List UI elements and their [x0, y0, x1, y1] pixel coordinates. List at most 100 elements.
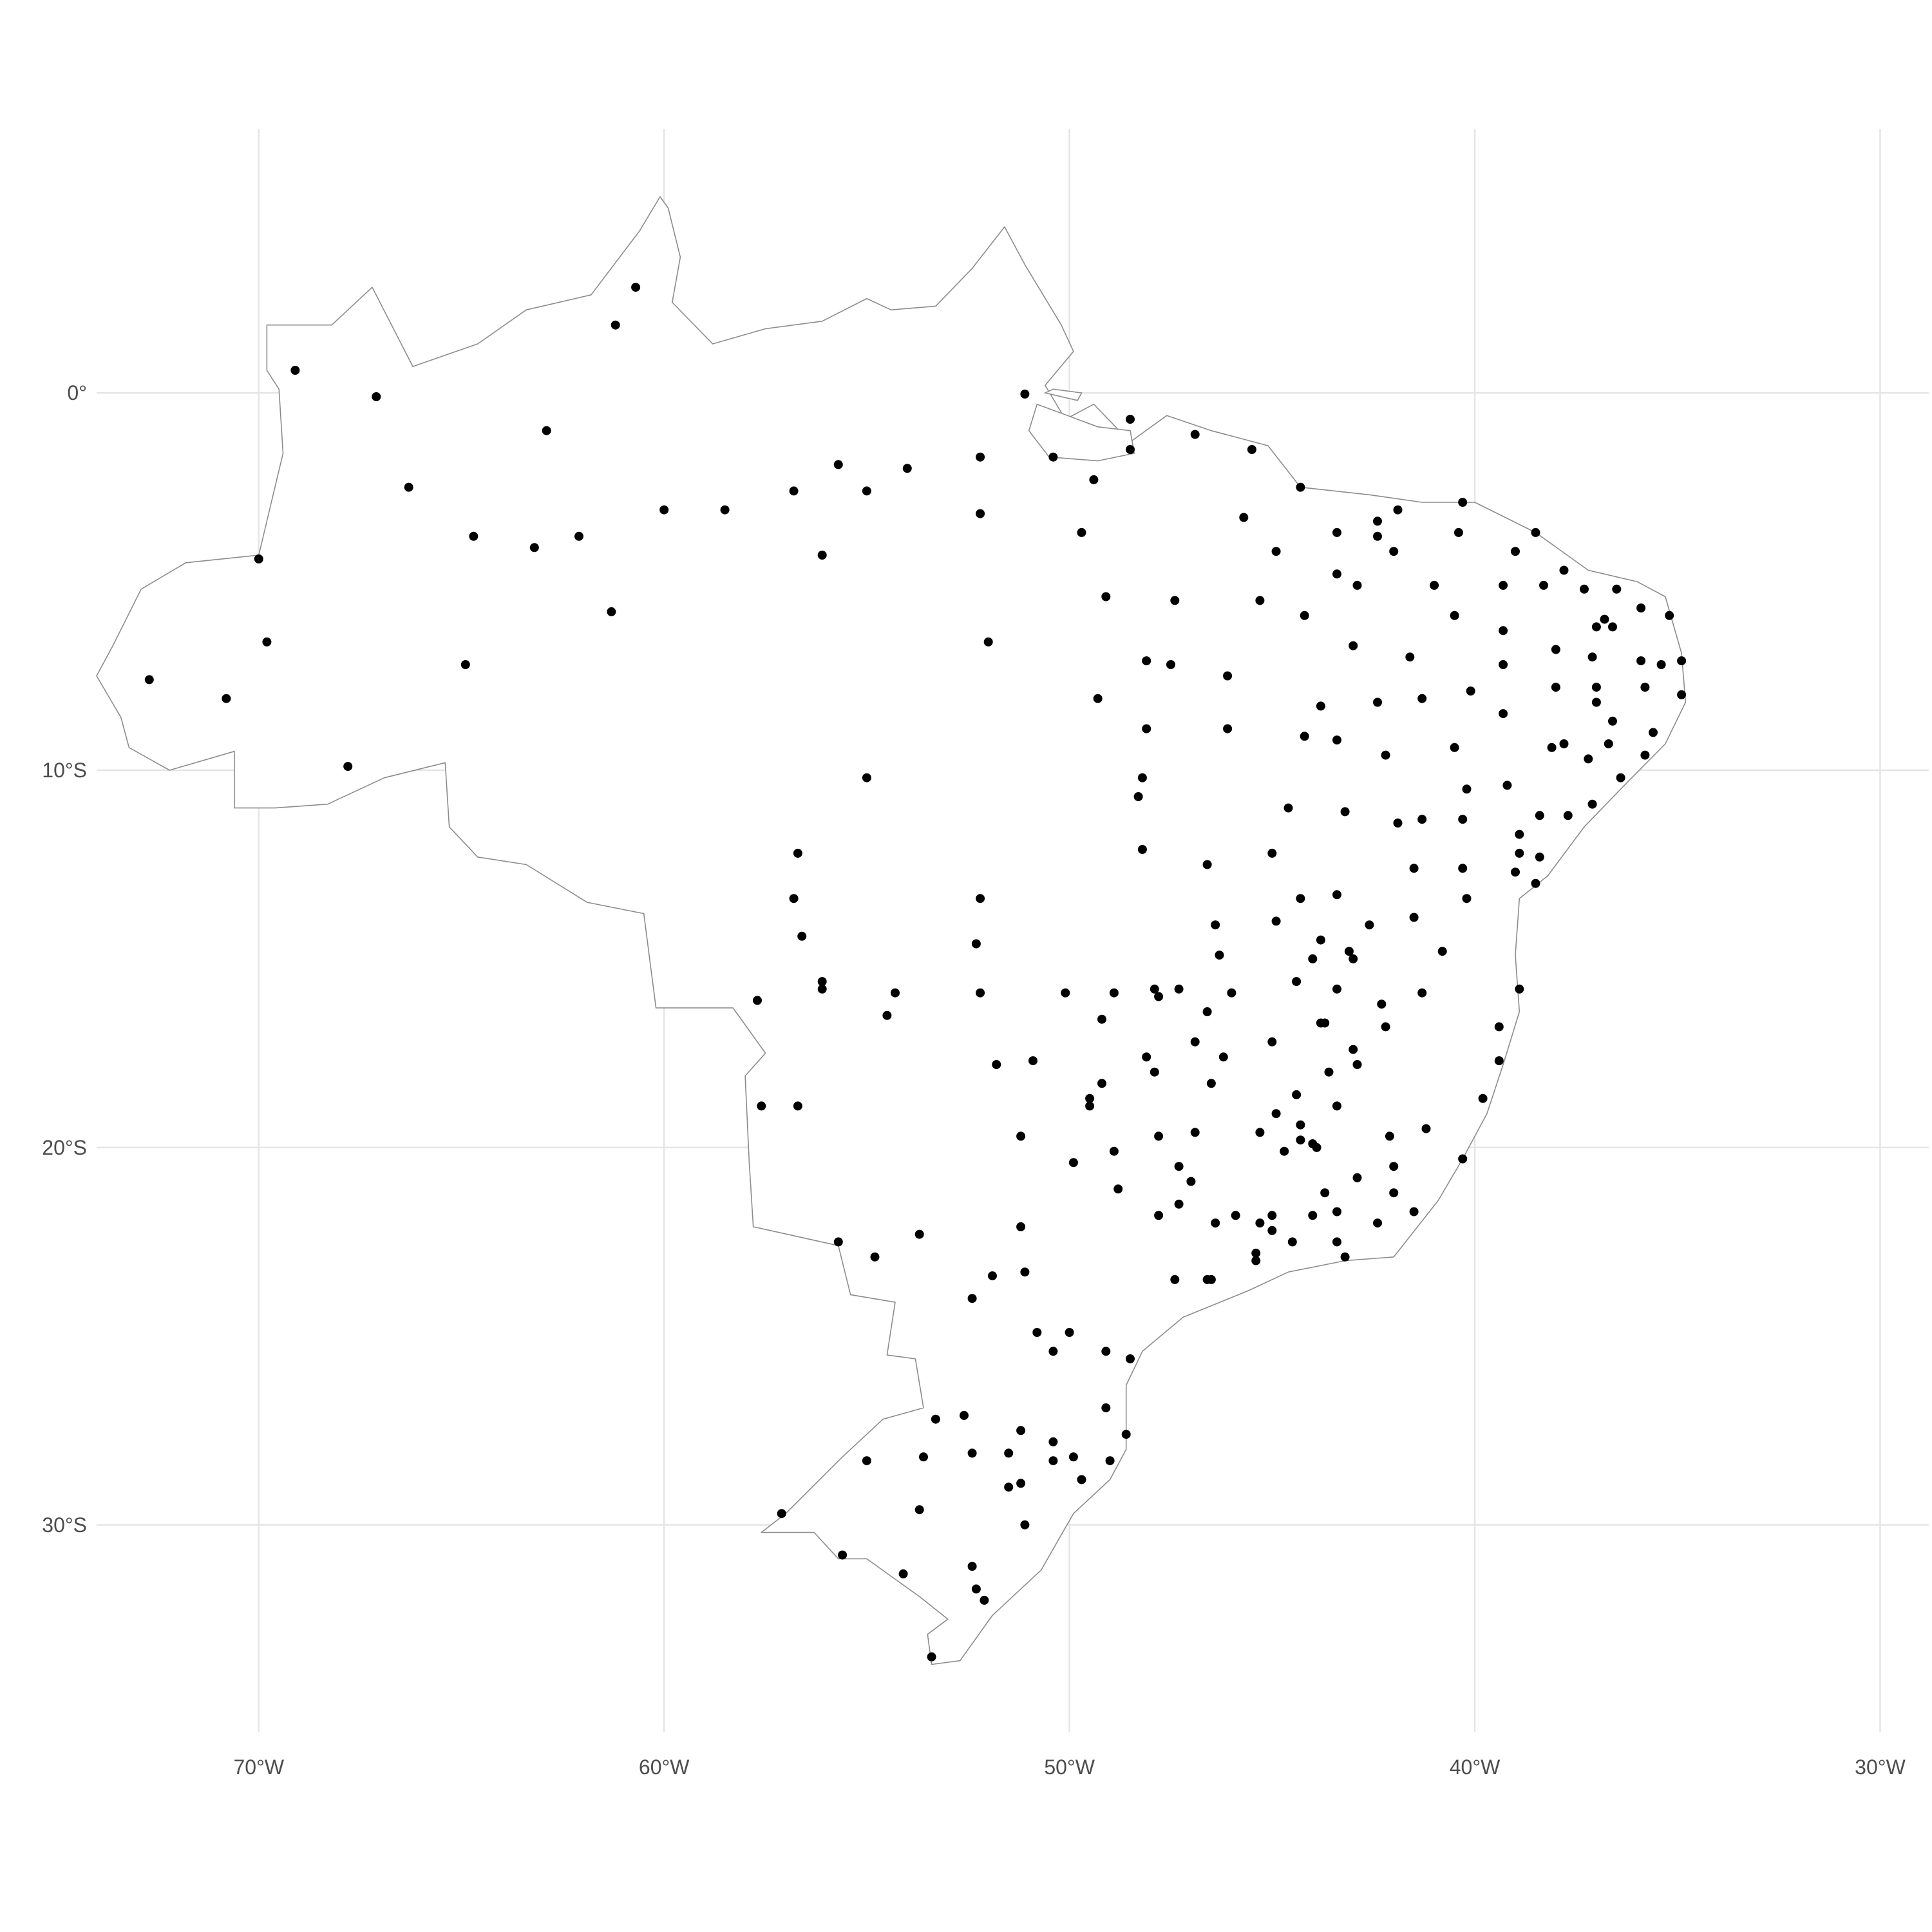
station-point	[1515, 984, 1524, 994]
station-point	[898, 1569, 908, 1578]
station-point	[1170, 596, 1180, 605]
station-point	[1028, 1056, 1037, 1066]
station-point	[1316, 1018, 1325, 1028]
station-point	[1016, 1479, 1026, 1488]
station-point	[1133, 792, 1143, 801]
station-point	[1190, 430, 1200, 439]
station-point	[777, 1509, 786, 1519]
station-point	[1206, 1079, 1216, 1088]
station-point	[1255, 1218, 1265, 1228]
station-point	[1608, 622, 1617, 632]
station-point	[1591, 697, 1601, 707]
station-point	[1640, 683, 1650, 692]
station-point	[1324, 1067, 1334, 1077]
station-point	[1458, 864, 1468, 873]
latitude-tick-label: 10°S	[42, 759, 87, 782]
station-point	[1458, 498, 1468, 507]
station-point	[1126, 445, 1135, 454]
station-point	[1300, 611, 1309, 620]
station-point	[1247, 445, 1256, 454]
station-point	[1494, 1022, 1504, 1032]
station-point	[1316, 701, 1325, 711]
station-point	[1097, 1079, 1106, 1088]
station-point	[1499, 626, 1508, 636]
station-point	[1377, 999, 1387, 1009]
latitude-tick-labels: 0° 10°S 20°S 30°S	[42, 381, 87, 1537]
station-point	[1068, 1158, 1078, 1168]
station-point	[1085, 1101, 1095, 1111]
station-point	[1154, 1211, 1164, 1220]
station-point	[1267, 848, 1277, 858]
station-point	[290, 366, 300, 375]
station-point	[1608, 716, 1617, 726]
station-point	[1539, 580, 1548, 590]
station-point	[1373, 697, 1382, 707]
station-point	[1450, 611, 1459, 620]
station-point	[927, 1652, 936, 1662]
station-point	[1267, 1226, 1277, 1235]
station-point	[1417, 815, 1427, 824]
station-point	[1267, 1211, 1277, 1220]
station-point	[1068, 1452, 1078, 1462]
station-point	[1142, 724, 1151, 734]
station-point	[988, 1271, 997, 1281]
station-point	[1551, 683, 1560, 692]
station-point	[1584, 754, 1593, 764]
station-point	[469, 531, 478, 541]
station-point	[144, 675, 154, 685]
station-point	[1531, 878, 1540, 888]
longitude-tick-label: 40°W	[1450, 1756, 1501, 1779]
station-point	[1296, 1135, 1305, 1145]
station-point	[757, 1101, 766, 1111]
station-point	[631, 283, 641, 292]
station-point	[1016, 1132, 1026, 1141]
station-point	[967, 1294, 977, 1303]
station-point	[1332, 1207, 1341, 1217]
station-point	[372, 392, 381, 401]
station-point	[1340, 807, 1350, 817]
station-point	[1097, 1014, 1106, 1024]
station-point	[1296, 1120, 1305, 1130]
station-point	[1349, 1045, 1358, 1054]
station-point	[1409, 1207, 1419, 1217]
station-point	[659, 505, 669, 515]
station-point	[1048, 1456, 1058, 1466]
station-point	[1332, 527, 1341, 537]
station-point	[1004, 1448, 1014, 1458]
station-point	[1016, 1426, 1026, 1435]
station-point	[914, 1505, 924, 1515]
station-point	[971, 1584, 981, 1594]
station-point	[1340, 1252, 1350, 1262]
station-point	[870, 1252, 880, 1262]
station-point	[1600, 614, 1609, 624]
station-point	[1109, 988, 1119, 998]
station-point	[460, 660, 470, 669]
station-point	[1048, 1437, 1058, 1446]
island-outline	[1028, 403, 1135, 462]
station-point	[1478, 1094, 1488, 1103]
station-point	[1137, 845, 1147, 854]
station-point	[1137, 773, 1147, 782]
brazil-outline	[96, 196, 1687, 1665]
station-point	[833, 460, 843, 469]
station-point	[1502, 781, 1512, 790]
station-point	[720, 505, 730, 515]
station-point	[1251, 1248, 1261, 1258]
station-point	[1190, 1037, 1200, 1046]
station-point	[1580, 584, 1589, 594]
station-point	[254, 554, 263, 564]
station-point	[862, 1456, 871, 1466]
station-point	[1223, 724, 1233, 734]
station-point	[960, 1410, 969, 1420]
station-point	[983, 637, 993, 647]
station-point	[1101, 592, 1111, 601]
station-point	[1239, 513, 1249, 522]
longitude-tick-label: 50°W	[1044, 1756, 1095, 1779]
longitude-tick-label: 60°W	[639, 1756, 690, 1779]
station-point	[797, 931, 807, 941]
station-point	[1450, 743, 1459, 752]
station-point	[914, 1229, 924, 1239]
station-point	[1409, 864, 1419, 873]
station-point	[862, 773, 871, 782]
